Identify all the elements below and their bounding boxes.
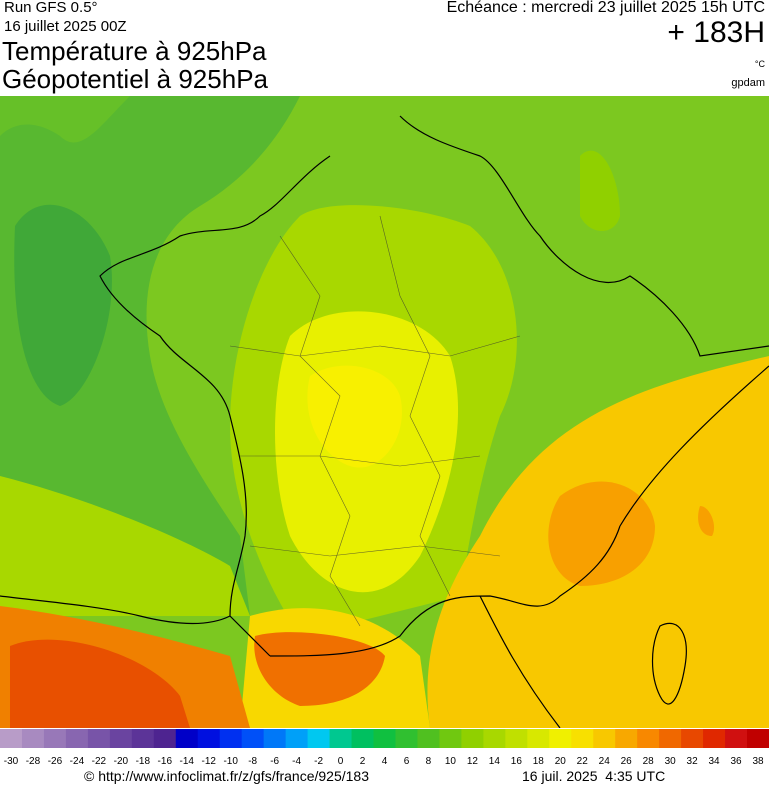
title: Température à 925hPa <box>2 36 267 66</box>
legend-label: 32 <box>687 756 699 767</box>
field-green-2 <box>0 96 130 143</box>
field-red <box>10 639 190 728</box>
legend-label: -12 <box>202 756 217 767</box>
legend-label: -30 <box>4 756 19 767</box>
legend-label: 4 <box>382 756 388 767</box>
legend-swatch <box>65 729 89 748</box>
run-date: 16 juillet 2025 00Z <box>4 18 127 35</box>
forecast-time: Echéance : mercredi 23 juillet 2025 15h … <box>446 0 765 16</box>
legend-swatch <box>505 729 528 748</box>
legend-swatch <box>131 729 155 748</box>
legend-label: -2 <box>314 756 323 767</box>
legend-label: 14 <box>489 756 501 767</box>
legend-swatch <box>0 729 23 748</box>
legend-label: 2 <box>360 756 366 767</box>
legend-swatch <box>681 729 704 748</box>
field-yellow-green-2 <box>0 476 250 616</box>
legend-label: 22 <box>577 756 589 767</box>
legend-swatch <box>351 729 375 748</box>
legend-label: 38 <box>752 756 764 767</box>
legend-swatch <box>43 729 67 748</box>
legend-label: 0 <box>338 756 344 767</box>
legend-swatch <box>637 729 660 748</box>
legend-swatch <box>725 729 748 748</box>
legend-swatch <box>593 729 616 748</box>
field-light-green <box>580 150 620 231</box>
legend-swatch <box>307 729 331 748</box>
legend-swatch <box>241 729 265 748</box>
legend-label: -14 <box>180 756 195 767</box>
legend-label: -4 <box>292 756 301 767</box>
legend-swatch <box>483 729 506 748</box>
legend-label: -16 <box>158 756 173 767</box>
field-dark-green <box>14 204 112 406</box>
legend-swatch <box>153 729 177 748</box>
field-orange-light-2 <box>640 422 682 450</box>
legend-label: 18 <box>533 756 545 767</box>
legend-swatch <box>219 729 243 748</box>
lead-time: + 183H <box>667 16 765 49</box>
legend-label: 36 <box>730 756 742 767</box>
color-legend: -30 -28 -26 -24 -22 -20 -18 -16 -14 -12 -10 -8 -6 -4-… <box>0 729 769 767</box>
legend-label: 16 <box>511 756 523 767</box>
legend-swatch <box>659 729 682 748</box>
map <box>0 96 769 728</box>
legend-label: 34 <box>709 756 721 767</box>
unit: °C <box>754 59 765 69</box>
field-orange <box>548 481 655 586</box>
legend-swatch <box>87 729 111 748</box>
legend-label: 6 <box>404 756 410 767</box>
legend-swatch <box>373 729 396 748</box>
unit-geopotential: gpdam <box>731 77 765 89</box>
timestamp: 16 juil. 2025 4:35 UTC <box>522 768 666 784</box>
legend-swatch <box>439 729 462 748</box>
legend-label: -10 <box>223 756 238 767</box>
legend-swatch <box>263 729 287 748</box>
legend-label: -24 <box>70 756 85 767</box>
run-label: Run GFS 0.5° <box>4 0 98 16</box>
coastline <box>0 115 769 728</box>
legend-swatch <box>703 729 726 748</box>
legend-swatch <box>285 729 309 748</box>
field-orange-red <box>254 632 385 706</box>
legend-swatch <box>461 729 484 748</box>
legend-label: 10 <box>445 756 457 767</box>
legend-swatch <box>571 729 594 748</box>
legend-swatch <box>615 729 638 748</box>
legend-label: -26 <box>48 756 63 767</box>
legend-label: -28 <box>26 756 41 767</box>
legend-label: 26 <box>621 756 633 767</box>
legend-swatch <box>527 729 550 748</box>
field-orange-2 <box>698 506 715 536</box>
legend-label: 28 <box>643 756 655 767</box>
legend-label: -22 <box>92 756 107 767</box>
legend-label: 20 <box>555 756 567 767</box>
legend-label: 8 <box>426 756 432 767</box>
legend-swatch <box>395 729 418 748</box>
legend-label: 24 <box>599 756 611 767</box>
legend-swatch <box>21 729 45 748</box>
subtitle: Géopotentiel à 925hPa <box>2 64 268 94</box>
legend-label: 30 <box>665 756 677 767</box>
legend-label: -6 <box>270 756 279 767</box>
legend-swatch <box>329 729 353 748</box>
legend-label: 12 <box>467 756 479 767</box>
borders <box>229 215 521 627</box>
field-bright-yellow <box>307 365 402 468</box>
legend-swatch <box>549 729 572 748</box>
legend-swatch <box>747 729 769 748</box>
legend-swatch <box>175 729 199 748</box>
legend-label: -18 <box>136 756 151 767</box>
source-url: © http://www.infoclimat.fr/z/gfs/france/… <box>84 768 369 784</box>
legend-label: -20 <box>114 756 129 767</box>
legend-swatch <box>417 729 440 748</box>
legend-swatch <box>109 729 133 748</box>
legend-label: -8 <box>248 756 257 767</box>
legend-swatch <box>197 729 221 748</box>
